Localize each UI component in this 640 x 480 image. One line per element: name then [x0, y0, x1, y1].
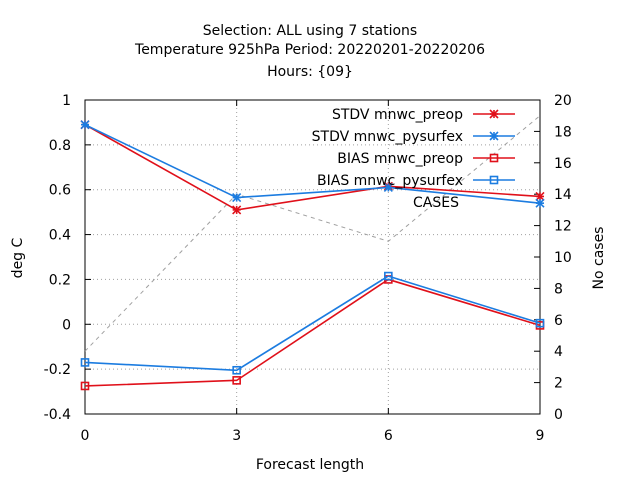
y2-tick-label: 12 — [554, 219, 572, 235]
y2-tick-label: 10 — [554, 250, 572, 266]
title-line-3: Hours: {09} — [267, 64, 353, 80]
y-tick-label: 0.4 — [49, 228, 71, 244]
legend-label: STDV mnwc_pysurfex — [312, 129, 463, 145]
data-point — [232, 365, 241, 375]
plot-frame — [84, 99, 541, 415]
legend-marker — [489, 153, 499, 163]
title-line-2: Temperature 925hPa Period: 20220201-2022… — [134, 42, 485, 58]
y-tick-label: 1 — [62, 93, 71, 109]
legend-marker — [489, 175, 499, 185]
y2-tick-label: 8 — [554, 281, 563, 297]
x-tick-label: 6 — [384, 428, 393, 444]
data-point — [535, 191, 545, 202]
y2-tick-label: 4 — [554, 344, 563, 360]
y2-tick-label: 14 — [554, 187, 572, 203]
x-tick-label: 9 — [536, 428, 545, 444]
y-tick-label: 0.2 — [49, 272, 71, 288]
legend-label: BIAS mnwc_pysurfex — [317, 173, 463, 189]
data-point — [384, 271, 393, 281]
y2-tick-label: 16 — [554, 156, 572, 172]
legend-label: BIAS mnwc_preop — [337, 151, 463, 167]
legend-label: CASES — [413, 195, 459, 211]
y2-axis-label: No cases — [591, 227, 607, 290]
y2-tick-label: 0 — [554, 407, 563, 423]
series-group — [80, 115, 545, 391]
legend-marker — [489, 109, 499, 119]
y-axis-label: deg C — [10, 237, 26, 278]
y2-tick-label: 2 — [554, 376, 563, 392]
series-line-cases — [84, 115, 541, 352]
data-point — [232, 376, 241, 385]
data-point — [383, 182, 393, 193]
data-point — [80, 381, 90, 391]
series-line-bias-mnwc-preop — [84, 278, 541, 387]
x-tick-label: 3 — [232, 428, 241, 444]
series-line-bias-mnwc-pysurfex — [84, 275, 541, 372]
data-point — [80, 120, 90, 130]
y-tick-label: 0.8 — [49, 138, 71, 154]
grid — [85, 100, 540, 414]
x-axis-label: Forecast length — [256, 457, 364, 473]
ticks: -0.4-0.200.20.40.60.81024681012141618200… — [44, 93, 572, 444]
y2-tick-label: 6 — [554, 313, 563, 329]
legend: STDV mnwc_preop STDV mnwc_pysurfex BIAS mn… — [312, 107, 515, 211]
y2-tick-label: 20 — [554, 93, 572, 109]
data-point — [80, 358, 90, 367]
title-line-1: Selection: ALL using 7 stations — [203, 23, 417, 39]
data-point — [232, 205, 242, 215]
y2-tick-label: 18 — [554, 124, 572, 140]
legend-label: STDV mnwc_preop — [332, 107, 463, 123]
data-point — [232, 192, 242, 203]
data-point — [535, 198, 545, 208]
y-tick-label: -0.4 — [44, 407, 71, 423]
series-line-stdv-mnwc-pysurfex — [84, 123, 541, 204]
y-tick-label: 0 — [62, 317, 71, 333]
y-tick-label: 0.6 — [49, 183, 71, 199]
data-point — [535, 318, 545, 328]
legend-marker — [489, 131, 499, 141]
y-tick-label: -0.2 — [44, 362, 71, 378]
x-tick-label: 0 — [81, 428, 90, 444]
series-line-stdv-mnwc-preop — [84, 123, 541, 211]
